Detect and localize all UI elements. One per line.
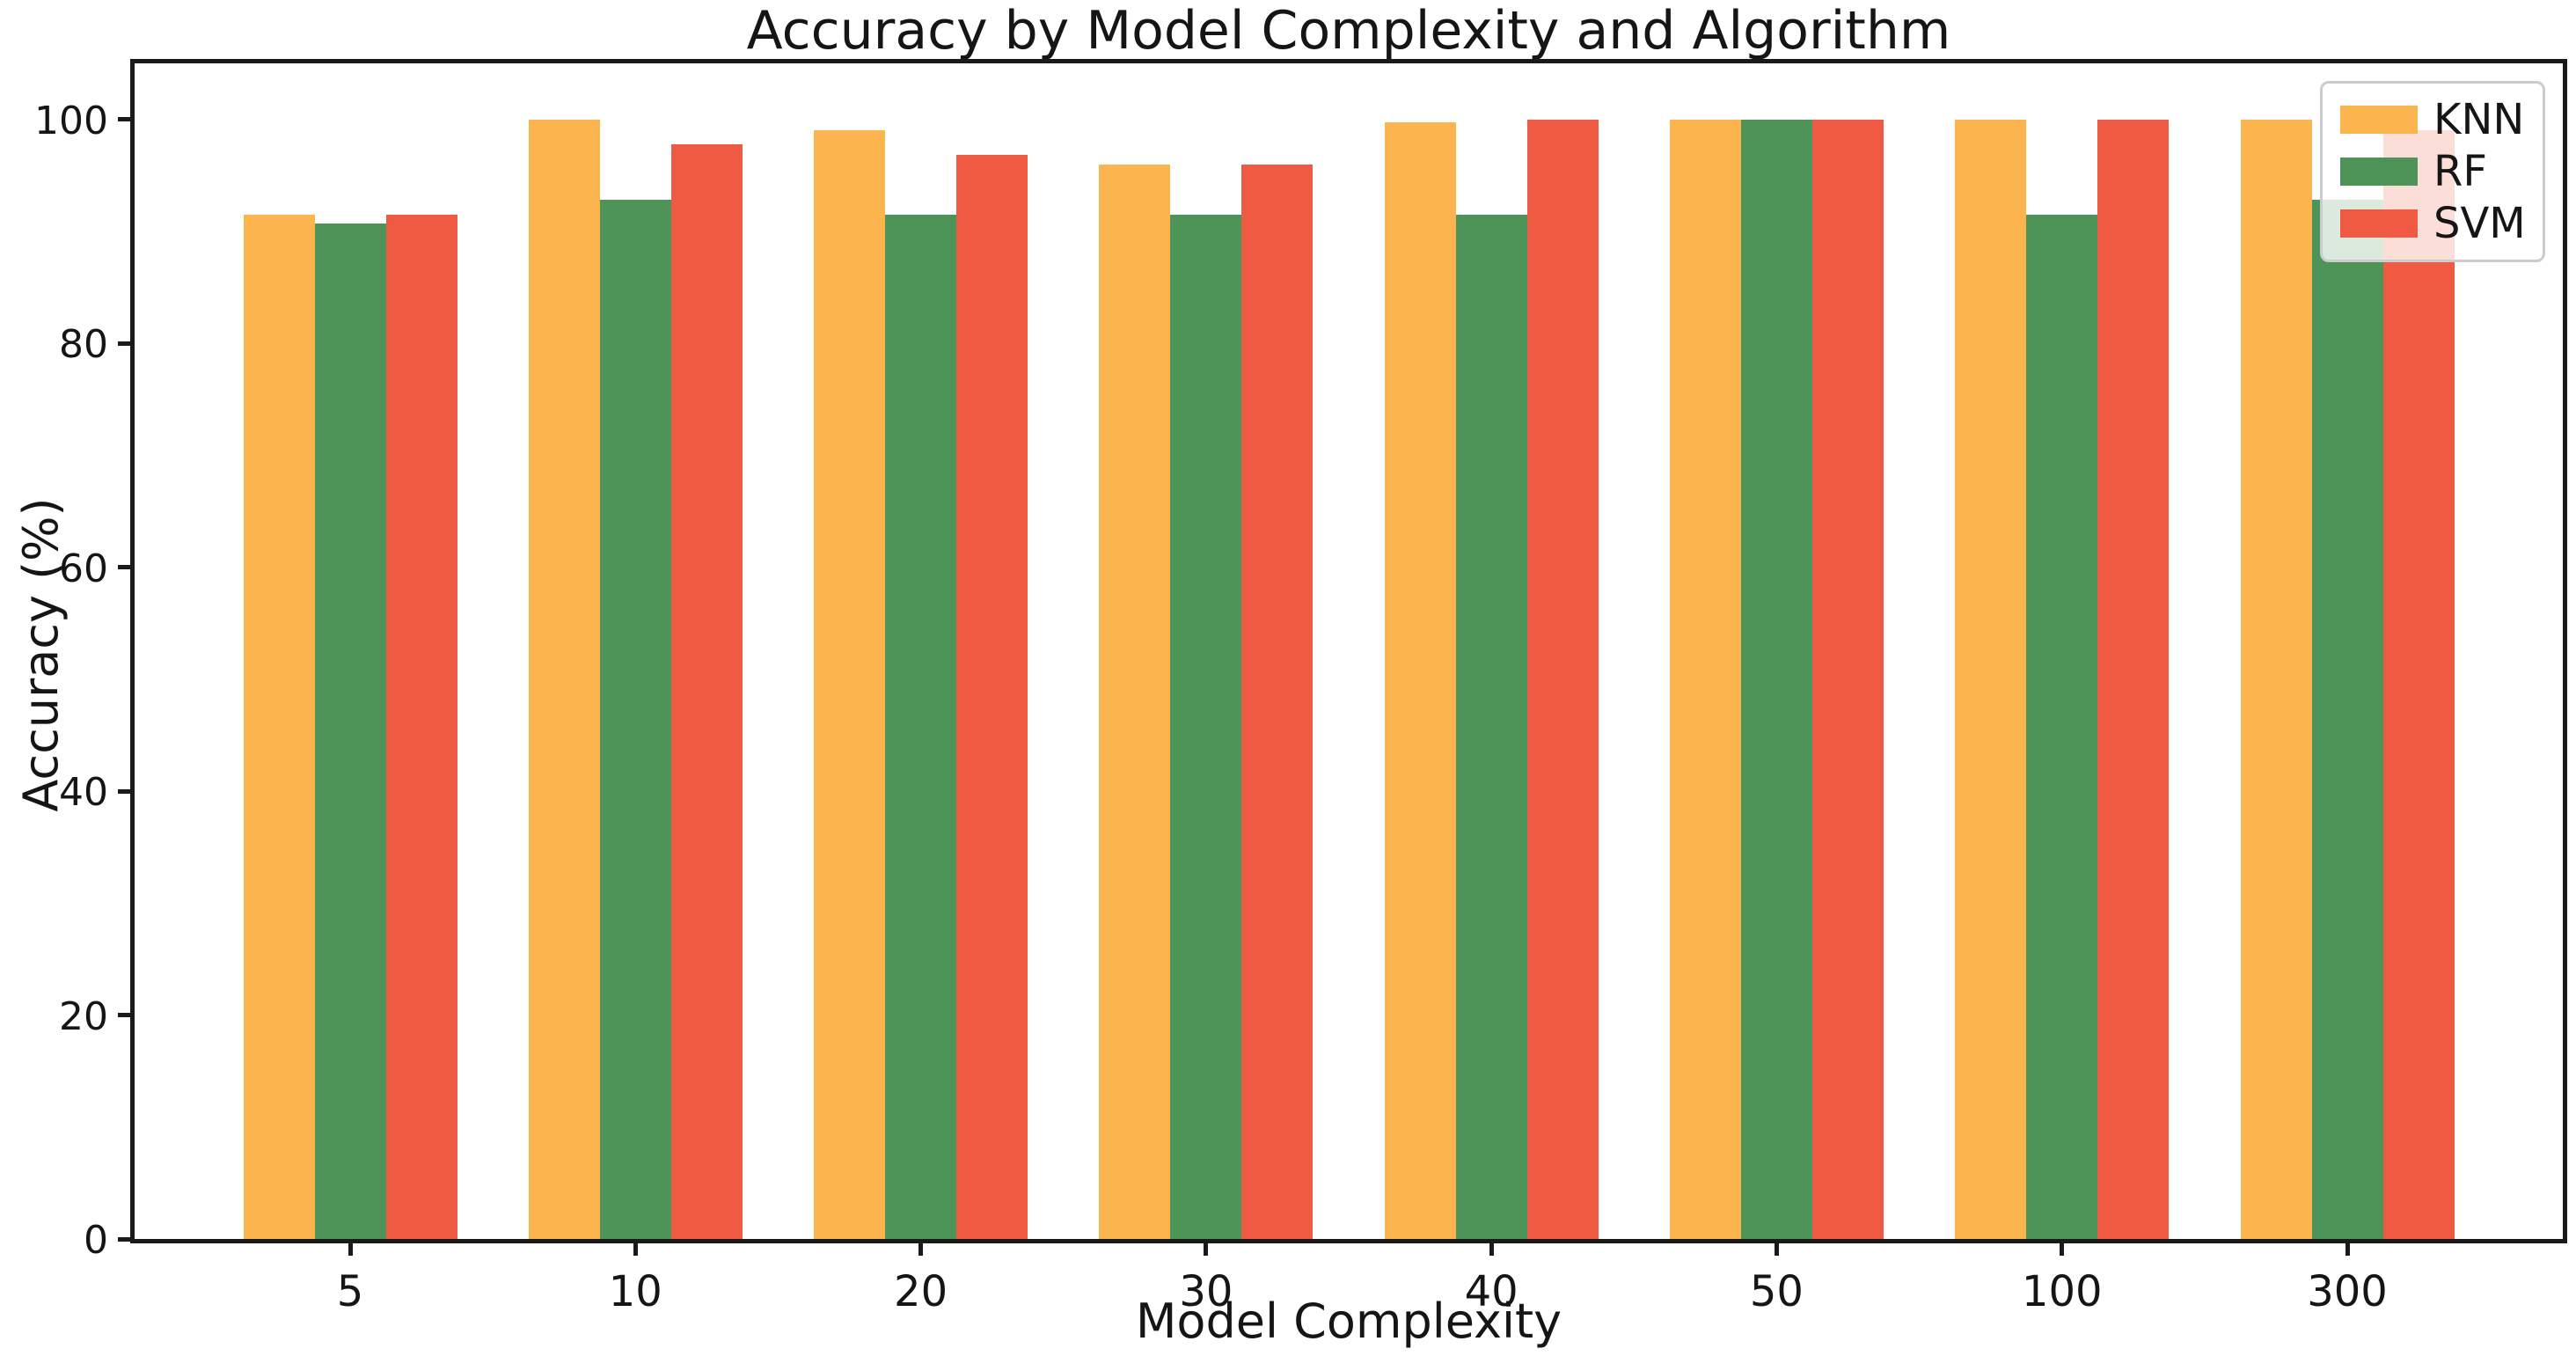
- legend-swatch-rf: [2340, 157, 2418, 186]
- bar-rf-10: [599, 200, 671, 1239]
- bar-knn-30: [1099, 164, 1171, 1239]
- x-tick-10: [633, 1243, 638, 1256]
- x-tick-300: [2345, 1243, 2350, 1256]
- legend-swatch-knn: [2340, 106, 2418, 135]
- bar-knn-300: [2240, 119, 2312, 1239]
- bar-knn-20: [814, 130, 886, 1239]
- legend-swatch-svm: [2340, 209, 2418, 238]
- y-tick-100: [118, 117, 130, 122]
- legend: KNN RF SVM: [2320, 81, 2545, 262]
- y-tick-40: [118, 788, 130, 794]
- bar-svm-20: [956, 155, 1028, 1239]
- axes-spines: [130, 59, 2567, 1243]
- legend-label-rf: RF: [2433, 146, 2487, 196]
- y-tick-label-40: 40: [59, 770, 108, 816]
- bar-knn-40: [1384, 122, 1456, 1239]
- x-tick-30: [1204, 1243, 1209, 1256]
- legend-item-rf: RF: [2323, 150, 2543, 193]
- x-tick-label-30: 30: [1179, 1267, 1233, 1316]
- y-tick-60: [118, 565, 130, 570]
- y-tick-label-100: 100: [34, 98, 108, 143]
- bar-knn-50: [1669, 119, 1741, 1239]
- legend-label-svm: SVM: [2433, 198, 2526, 248]
- x-tick-label-5: 5: [336, 1267, 364, 1316]
- legend-label-knn: KNN: [2433, 95, 2525, 145]
- legend-item-knn: KNN: [2323, 99, 2543, 141]
- x-tick-label-20: 20: [894, 1267, 948, 1316]
- bar-svm-300: [2382, 130, 2455, 1239]
- bar-rf-100: [2026, 214, 2098, 1239]
- bar-rf-50: [1740, 119, 1812, 1239]
- bar-svm-40: [1526, 119, 1599, 1239]
- bar-rf-20: [885, 214, 957, 1239]
- plot-area: 5 10 20 30 40 50 100 300 0 20 40 60 80 100: [34, 59, 2567, 1316]
- bar-knn-5: [243, 214, 315, 1239]
- bar-svm-10: [670, 143, 743, 1239]
- bar-rf-40: [1455, 214, 1527, 1239]
- x-tick-50: [1774, 1243, 1779, 1256]
- y-axis-label: Accuracy (%): [13, 497, 69, 812]
- y-tick-label-60: 60: [59, 546, 108, 591]
- x-tick-label-50: 50: [1749, 1267, 1804, 1316]
- x-tick-label-300: 300: [2307, 1267, 2388, 1316]
- chart-title: Accuracy by Model Complexity and Algorit…: [746, 0, 1951, 62]
- bar-rf-300: [2311, 200, 2383, 1239]
- bar-svm-50: [1811, 119, 1884, 1239]
- y-tick-label-80: 80: [59, 322, 108, 368]
- x-tick-40: [1489, 1243, 1494, 1256]
- bar-rf-30: [1170, 214, 1242, 1239]
- legend-item-svm: SVM: [2323, 202, 2543, 245]
- y-tick-label-20: 20: [59, 993, 108, 1039]
- x-tick-label-100: 100: [2021, 1267, 2103, 1316]
- y-tick-20: [118, 1013, 130, 1018]
- bar-svm-30: [1241, 164, 1314, 1239]
- x-tick-20: [918, 1243, 924, 1256]
- y-tick-label-0: 0: [84, 1218, 108, 1263]
- y-tick-0: [118, 1236, 130, 1242]
- x-axis-label: Model Complexity: [1135, 1294, 1562, 1349]
- bar-knn-100: [1955, 119, 2027, 1239]
- x-tick-5: [348, 1243, 353, 1256]
- bar-svm-5: [385, 214, 457, 1239]
- y-tick-80: [118, 341, 130, 346]
- bar-knn-10: [528, 119, 600, 1239]
- x-tick-label-40: 40: [1464, 1267, 1519, 1316]
- bar-svm-100: [2097, 119, 2170, 1239]
- bar-rf-5: [314, 223, 386, 1239]
- x-tick-100: [2060, 1243, 2065, 1256]
- x-tick-label-10: 10: [608, 1267, 662, 1316]
